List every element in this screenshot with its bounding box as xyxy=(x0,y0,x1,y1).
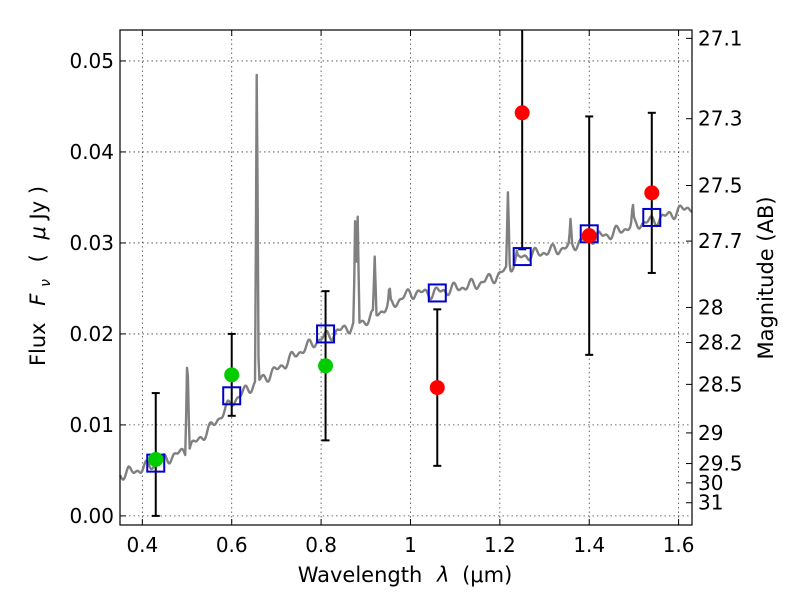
x-axis-title: Wavelength λ (μm) xyxy=(298,563,513,587)
y2-axis-title: Magnitude (AB) xyxy=(754,196,778,359)
model-photometry-square xyxy=(222,386,242,406)
plot-frame xyxy=(119,29,693,526)
y2-tick-label: 28.2 xyxy=(698,331,743,355)
y2-tick-label: 27.1 xyxy=(698,26,743,50)
model-photometry-square xyxy=(512,247,532,267)
x-tick-label: 0.4 xyxy=(126,533,158,557)
y-axis-subscript: ν xyxy=(38,279,54,287)
marker-layer xyxy=(146,105,662,473)
model-photometry-square xyxy=(316,324,336,344)
tick-layer: 0.4 0.6 0.8 1 1.2 1.4 1.6 0.00 0.01 0.02 0.03 0.04 0… xyxy=(69,26,742,557)
spectrum-line xyxy=(118,73,693,481)
non-detection-point xyxy=(514,105,530,121)
x-axis-unit: (μm) xyxy=(462,563,512,587)
y2-tick-label: 31 xyxy=(698,491,723,515)
x-tick-label: 1 xyxy=(404,533,417,557)
y-tick-label: 0.01 xyxy=(69,413,114,437)
x-axis-symbol: λ xyxy=(436,563,449,587)
x-tick-label: 0.8 xyxy=(305,533,337,557)
non-detection-point xyxy=(581,228,597,244)
y-tick-label: 0.00 xyxy=(69,504,114,528)
non-detection-point xyxy=(429,380,445,396)
y-axis-unit-open: ( xyxy=(26,254,50,262)
y-axis-symbol: F xyxy=(26,293,50,306)
y-tick-label: 0.03 xyxy=(69,231,114,255)
x-axis-label: Wavelength xyxy=(298,563,423,587)
detection-point xyxy=(318,358,334,374)
x-tick-label: 1.2 xyxy=(484,533,516,557)
x-tick-label: 0.6 xyxy=(216,533,248,557)
y-axis-title: Flux F ν ( μ Jy ) xyxy=(26,186,55,366)
y-axis-unit-rest: Jy ) xyxy=(26,186,50,222)
y2-tick-label: 28 xyxy=(698,295,723,319)
spectrum-layer xyxy=(118,73,693,481)
y2-tick-label: 27.7 xyxy=(698,229,743,253)
y2-tick-label: 28.5 xyxy=(698,372,743,396)
detection-point xyxy=(224,367,240,383)
y2-tick-label: 29 xyxy=(698,421,723,445)
errorbar-layer xyxy=(151,30,656,517)
x-tick-label: 1.6 xyxy=(663,533,695,557)
y-tick-label: 0.04 xyxy=(69,140,114,164)
non-detection-point xyxy=(644,185,660,201)
model-photometry-square xyxy=(642,207,662,227)
y2-tick-label: 27.3 xyxy=(698,107,743,131)
y-axis-label: Flux xyxy=(26,322,50,366)
x-tick-label: 1.4 xyxy=(573,533,605,557)
y2-tick-label: 27.5 xyxy=(698,174,743,198)
y-tick-label: 0.02 xyxy=(69,322,114,346)
y2-tick-label: 30 xyxy=(698,471,723,495)
y2-tick-label: 29.5 xyxy=(698,452,743,476)
grid-layer xyxy=(120,30,692,525)
y-tick-label: 0.05 xyxy=(69,49,114,73)
y-axis-unit-mu: μ xyxy=(26,226,50,240)
detection-point xyxy=(148,451,164,467)
model-photometry-square xyxy=(427,283,447,303)
